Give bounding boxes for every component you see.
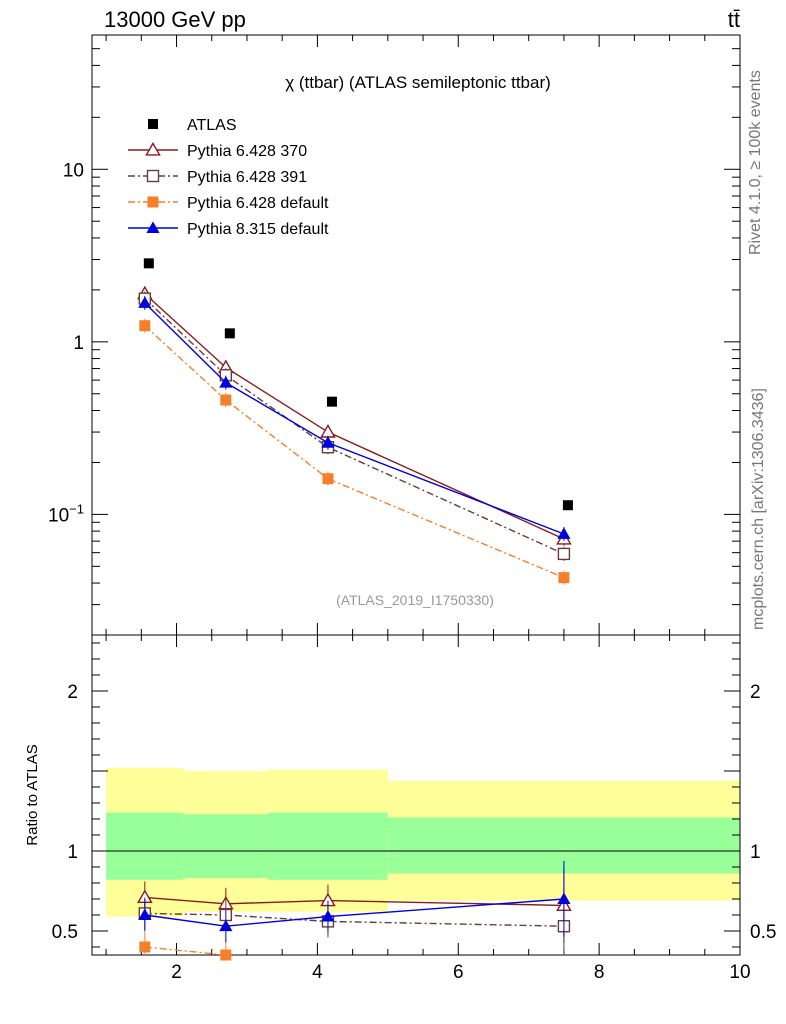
ratio-point xyxy=(219,919,233,932)
ratio-band-inner xyxy=(268,812,388,880)
ratio-y-tick-label: 0.5 xyxy=(52,922,78,943)
ratio-y-tick-label-right: 1 xyxy=(750,842,761,863)
ratio-point xyxy=(139,941,151,953)
y-tick-label: 1 xyxy=(73,333,84,354)
ratio-point xyxy=(557,892,571,904)
main-plot: 10 1 10−1 xyxy=(48,34,741,955)
ratio-line xyxy=(144,896,564,907)
energy-label: 13000 GeV pp xyxy=(104,7,246,32)
legend: ATLAS Pythia 6.428 370 Pythia 6.428 391 Pyt… xyxy=(128,117,329,238)
ratio-point xyxy=(321,910,335,922)
series-point xyxy=(220,394,232,406)
ratio-line xyxy=(144,946,226,956)
data-point xyxy=(326,396,337,407)
ratio-frame xyxy=(91,634,741,956)
data-point xyxy=(224,328,235,339)
ratio-band-inner xyxy=(106,812,184,880)
series-point xyxy=(557,527,571,539)
series-point xyxy=(558,572,570,584)
ratio-y-tick-label-right: 0.5 xyxy=(750,922,776,943)
ratio-y-tick-label-right: 2 xyxy=(750,682,761,703)
data-point xyxy=(562,500,573,511)
series-point xyxy=(320,424,336,438)
data-point xyxy=(143,258,154,269)
series-point xyxy=(557,547,571,561)
x-tick-label: 4 xyxy=(312,962,323,983)
series-point xyxy=(321,436,335,448)
legend-label: Pythia 6.428 370 xyxy=(187,143,307,160)
series-line xyxy=(144,298,565,555)
legend-marker xyxy=(148,119,158,129)
series-line xyxy=(144,325,565,579)
series-point xyxy=(139,320,151,332)
chart-title: χ (ttbar) (ATLAS semileptonic ttbar) xyxy=(285,73,551,92)
series-line xyxy=(144,293,565,540)
y-tick-label: 10 xyxy=(63,160,84,181)
x-tick-label: 6 xyxy=(453,962,464,983)
analysis-tag: (ATLAS_2019_I1750330) xyxy=(336,592,494,608)
ratio-y-tick-label: 1 xyxy=(67,842,78,863)
ratio-line xyxy=(144,898,564,927)
legend-label: Pythia 6.428 391 xyxy=(187,169,307,186)
legend-marker xyxy=(145,141,161,156)
legend-marker xyxy=(146,169,160,183)
series-point xyxy=(322,473,334,485)
ratio-ylabel: Ratio to ATLAS xyxy=(24,744,41,845)
y-tick-label: 10−1 xyxy=(48,501,84,526)
source-label: mcplots.cern.ch [arXiv:1306.3436] xyxy=(750,388,767,630)
ratio-band-inner xyxy=(183,814,269,879)
legend-marker xyxy=(147,196,159,208)
x-tick-label: 2 xyxy=(171,962,182,983)
process-label: tt̄ xyxy=(728,7,740,32)
ratio-point xyxy=(220,949,232,961)
rivet-label: Rivet 4.1.0, ≥ 100k events xyxy=(747,70,764,255)
ratio-point xyxy=(138,908,152,920)
x-tick-label: 10 xyxy=(729,962,750,983)
legend-label: Pythia 8.315 default xyxy=(187,221,329,238)
ratio-plot: 2 4 6 8 100.5 0.51 12 2 xyxy=(52,634,776,983)
legend-label: Pythia 6.428 default xyxy=(187,195,329,212)
x-tick-label: 8 xyxy=(594,962,605,983)
series-point xyxy=(138,296,152,308)
series-line xyxy=(144,302,565,535)
legend-marker xyxy=(146,221,160,233)
ratio-y-tick-label: 2 xyxy=(67,682,78,703)
legend-label: ATLAS xyxy=(187,117,237,134)
series-point xyxy=(219,376,233,388)
ratio-line xyxy=(144,912,564,927)
